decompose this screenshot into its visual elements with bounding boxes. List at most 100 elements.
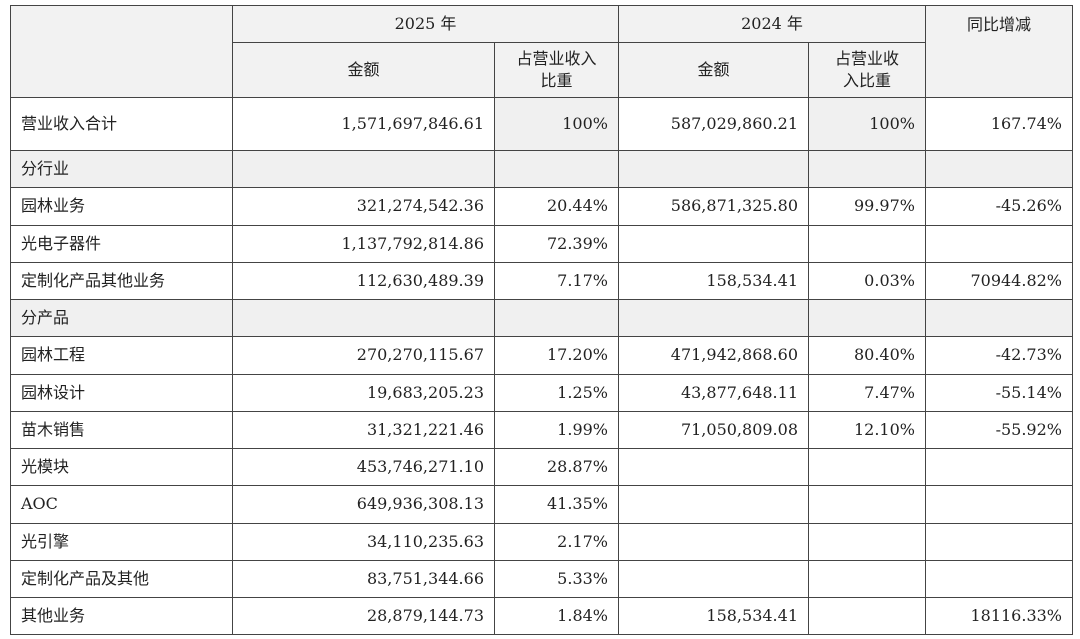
table-row: 定制化产品其他业务 112,630,489.39 7.17% 158,534.41 0.… — [10, 261, 1073, 301]
table-cell: 1,137,792,814.86 — [232, 224, 495, 263]
table-cell: 0.03% — [808, 261, 926, 301]
row-label: 定制化产品其他业务 — [10, 261, 233, 301]
table-cell: 167.74% — [925, 97, 1073, 151]
table-cell: 453,746,271.10 — [232, 447, 495, 487]
table-cell: 31,321,221.46 — [232, 410, 495, 450]
table-cell — [925, 522, 1073, 561]
table-cell: 270,270,115.67 — [232, 336, 495, 375]
table-row: AOC 649,936,308.13 41.35% — [10, 485, 1073, 524]
table-cell — [925, 224, 1073, 263]
table-cell: 158,534.41 — [618, 261, 809, 301]
table-row: 营业收入合计 1,571,697,846.61 100% 587,029,860.21… — [10, 97, 1073, 151]
table-cell — [618, 447, 809, 487]
table-cell: 2.17% — [494, 522, 619, 561]
table-cell: 70944.82% — [925, 261, 1073, 301]
table-row: 园林业务 321,274,542.36 20.44% 586,871,325.80 99… — [10, 187, 1073, 226]
table-cell: 34,110,235.63 — [232, 522, 495, 561]
table-cell: -55.14% — [925, 373, 1073, 412]
table-cell: 72.39% — [494, 224, 619, 263]
row-label: 营业收入合计 — [10, 97, 233, 151]
table-row: 分产品 — [10, 298, 1073, 338]
table-cell: 471,942,868.60 — [618, 336, 809, 375]
row-label: 定制化产品及其他 — [10, 559, 233, 599]
table-cell — [925, 559, 1073, 599]
table-cell: 83,751,344.66 — [232, 559, 495, 599]
table-cell: 1.25% — [494, 373, 619, 412]
table-cell — [808, 522, 926, 561]
table-row: 定制化产品及其他 83,751,344.66 5.33% — [10, 559, 1073, 599]
table-cell — [808, 298, 926, 338]
table-cell: 71,050,809.08 — [618, 410, 809, 450]
table-cell — [925, 298, 1073, 338]
row-label: 苗木销售 — [10, 410, 233, 450]
table-cell: -42.73% — [925, 336, 1073, 375]
table-cell: -45.26% — [925, 187, 1073, 226]
table-cell: 41.35% — [494, 485, 619, 524]
row-label: 其他业务 — [10, 596, 233, 636]
table-cell: 649,936,308.13 — [232, 485, 495, 524]
table-cell — [618, 298, 809, 338]
row-label: 园林工程 — [10, 336, 233, 375]
table-cell — [618, 485, 809, 524]
table-cell: 5.33% — [494, 559, 619, 599]
table-row: 光引擎 34,110,235.63 2.17% — [10, 522, 1073, 561]
table-cell: 80.40% — [808, 336, 926, 375]
table-cell — [618, 522, 809, 561]
table-cell: 12.10% — [808, 410, 926, 450]
table-cell — [618, 224, 809, 263]
table-cell: 19,683,205.23 — [232, 373, 495, 412]
table-cell: 43,877,648.11 — [618, 373, 809, 412]
header-cell: 金额 — [232, 42, 495, 98]
table-cell — [232, 149, 495, 189]
table-row: 分行业 — [10, 149, 1073, 189]
table-cell — [618, 149, 809, 189]
header-cell: 同比增减 — [925, 5, 1073, 98]
row-label: 园林设计 — [10, 373, 233, 412]
table-cell: 17.20% — [494, 336, 619, 375]
table-cell: 1.99% — [494, 410, 619, 450]
table-cell: 112,630,489.39 — [232, 261, 495, 301]
table-cell: 321,274,542.36 — [232, 187, 495, 226]
table-cell: 7.47% — [808, 373, 926, 412]
row-label: 园林业务 — [10, 187, 233, 226]
table-cell — [808, 149, 926, 189]
table-cell — [808, 224, 926, 263]
row-label: 分行业 — [10, 149, 233, 189]
header-cell: 占营业收入 比重 — [494, 42, 619, 98]
table-row: 光电子器件 1,137,792,814.86 72.39% — [10, 224, 1073, 263]
table-cell: 28,879,144.73 — [232, 596, 495, 636]
table-cell — [494, 298, 619, 338]
table-row: 其他业务 28,879,144.73 1.84% 158,534.41 18116.33… — [10, 596, 1073, 636]
table-row: 光模块 453,746,271.10 28.87% — [10, 447, 1073, 487]
table-cell: -55.92% — [925, 410, 1073, 450]
row-label: 光模块 — [10, 447, 233, 487]
table-cell — [494, 149, 619, 189]
header-cell: 占营业收 入比重 — [808, 42, 926, 98]
header-cell: 2024 年 — [618, 5, 926, 43]
table-header: 2025 年 2024 年 同比增减 金额 占营业收入 比重 金额 占营业收 入… — [10, 5, 1073, 98]
table-cell — [925, 447, 1073, 487]
header-cell — [10, 5, 233, 98]
table-cell — [808, 485, 926, 524]
table-cell: 28.87% — [494, 447, 619, 487]
table-cell — [808, 596, 926, 636]
row-label: 光引擎 — [10, 522, 233, 561]
table-cell — [808, 559, 926, 599]
table-cell: 158,534.41 — [618, 596, 809, 636]
table-cell: 586,871,325.80 — [618, 187, 809, 226]
table-cell — [925, 149, 1073, 189]
header-cell: 金额 — [618, 42, 809, 98]
table-cell: 100% — [808, 97, 926, 151]
table-cell: 1.84% — [494, 596, 619, 636]
table-cell — [808, 447, 926, 487]
header-cell: 2025 年 — [232, 5, 619, 43]
table-cell: 100% — [494, 97, 619, 151]
financial-table: 2025 年 2024 年 同比增减 金额 占营业收入 比重 金额 占营业收 入… — [10, 5, 1073, 636]
table-row: 园林设计 19,683,205.23 1.25% 43,877,648.11 7.47%… — [10, 373, 1073, 412]
table-cell: 7.17% — [494, 261, 619, 301]
row-label: 分产品 — [10, 298, 233, 338]
table-row: 园林工程 270,270,115.67 17.20% 471,942,868.60 80… — [10, 336, 1073, 375]
table-row: 苗木销售 31,321,221.46 1.99% 71,050,809.08 12.10… — [10, 410, 1073, 450]
row-label: AOC — [10, 485, 233, 524]
